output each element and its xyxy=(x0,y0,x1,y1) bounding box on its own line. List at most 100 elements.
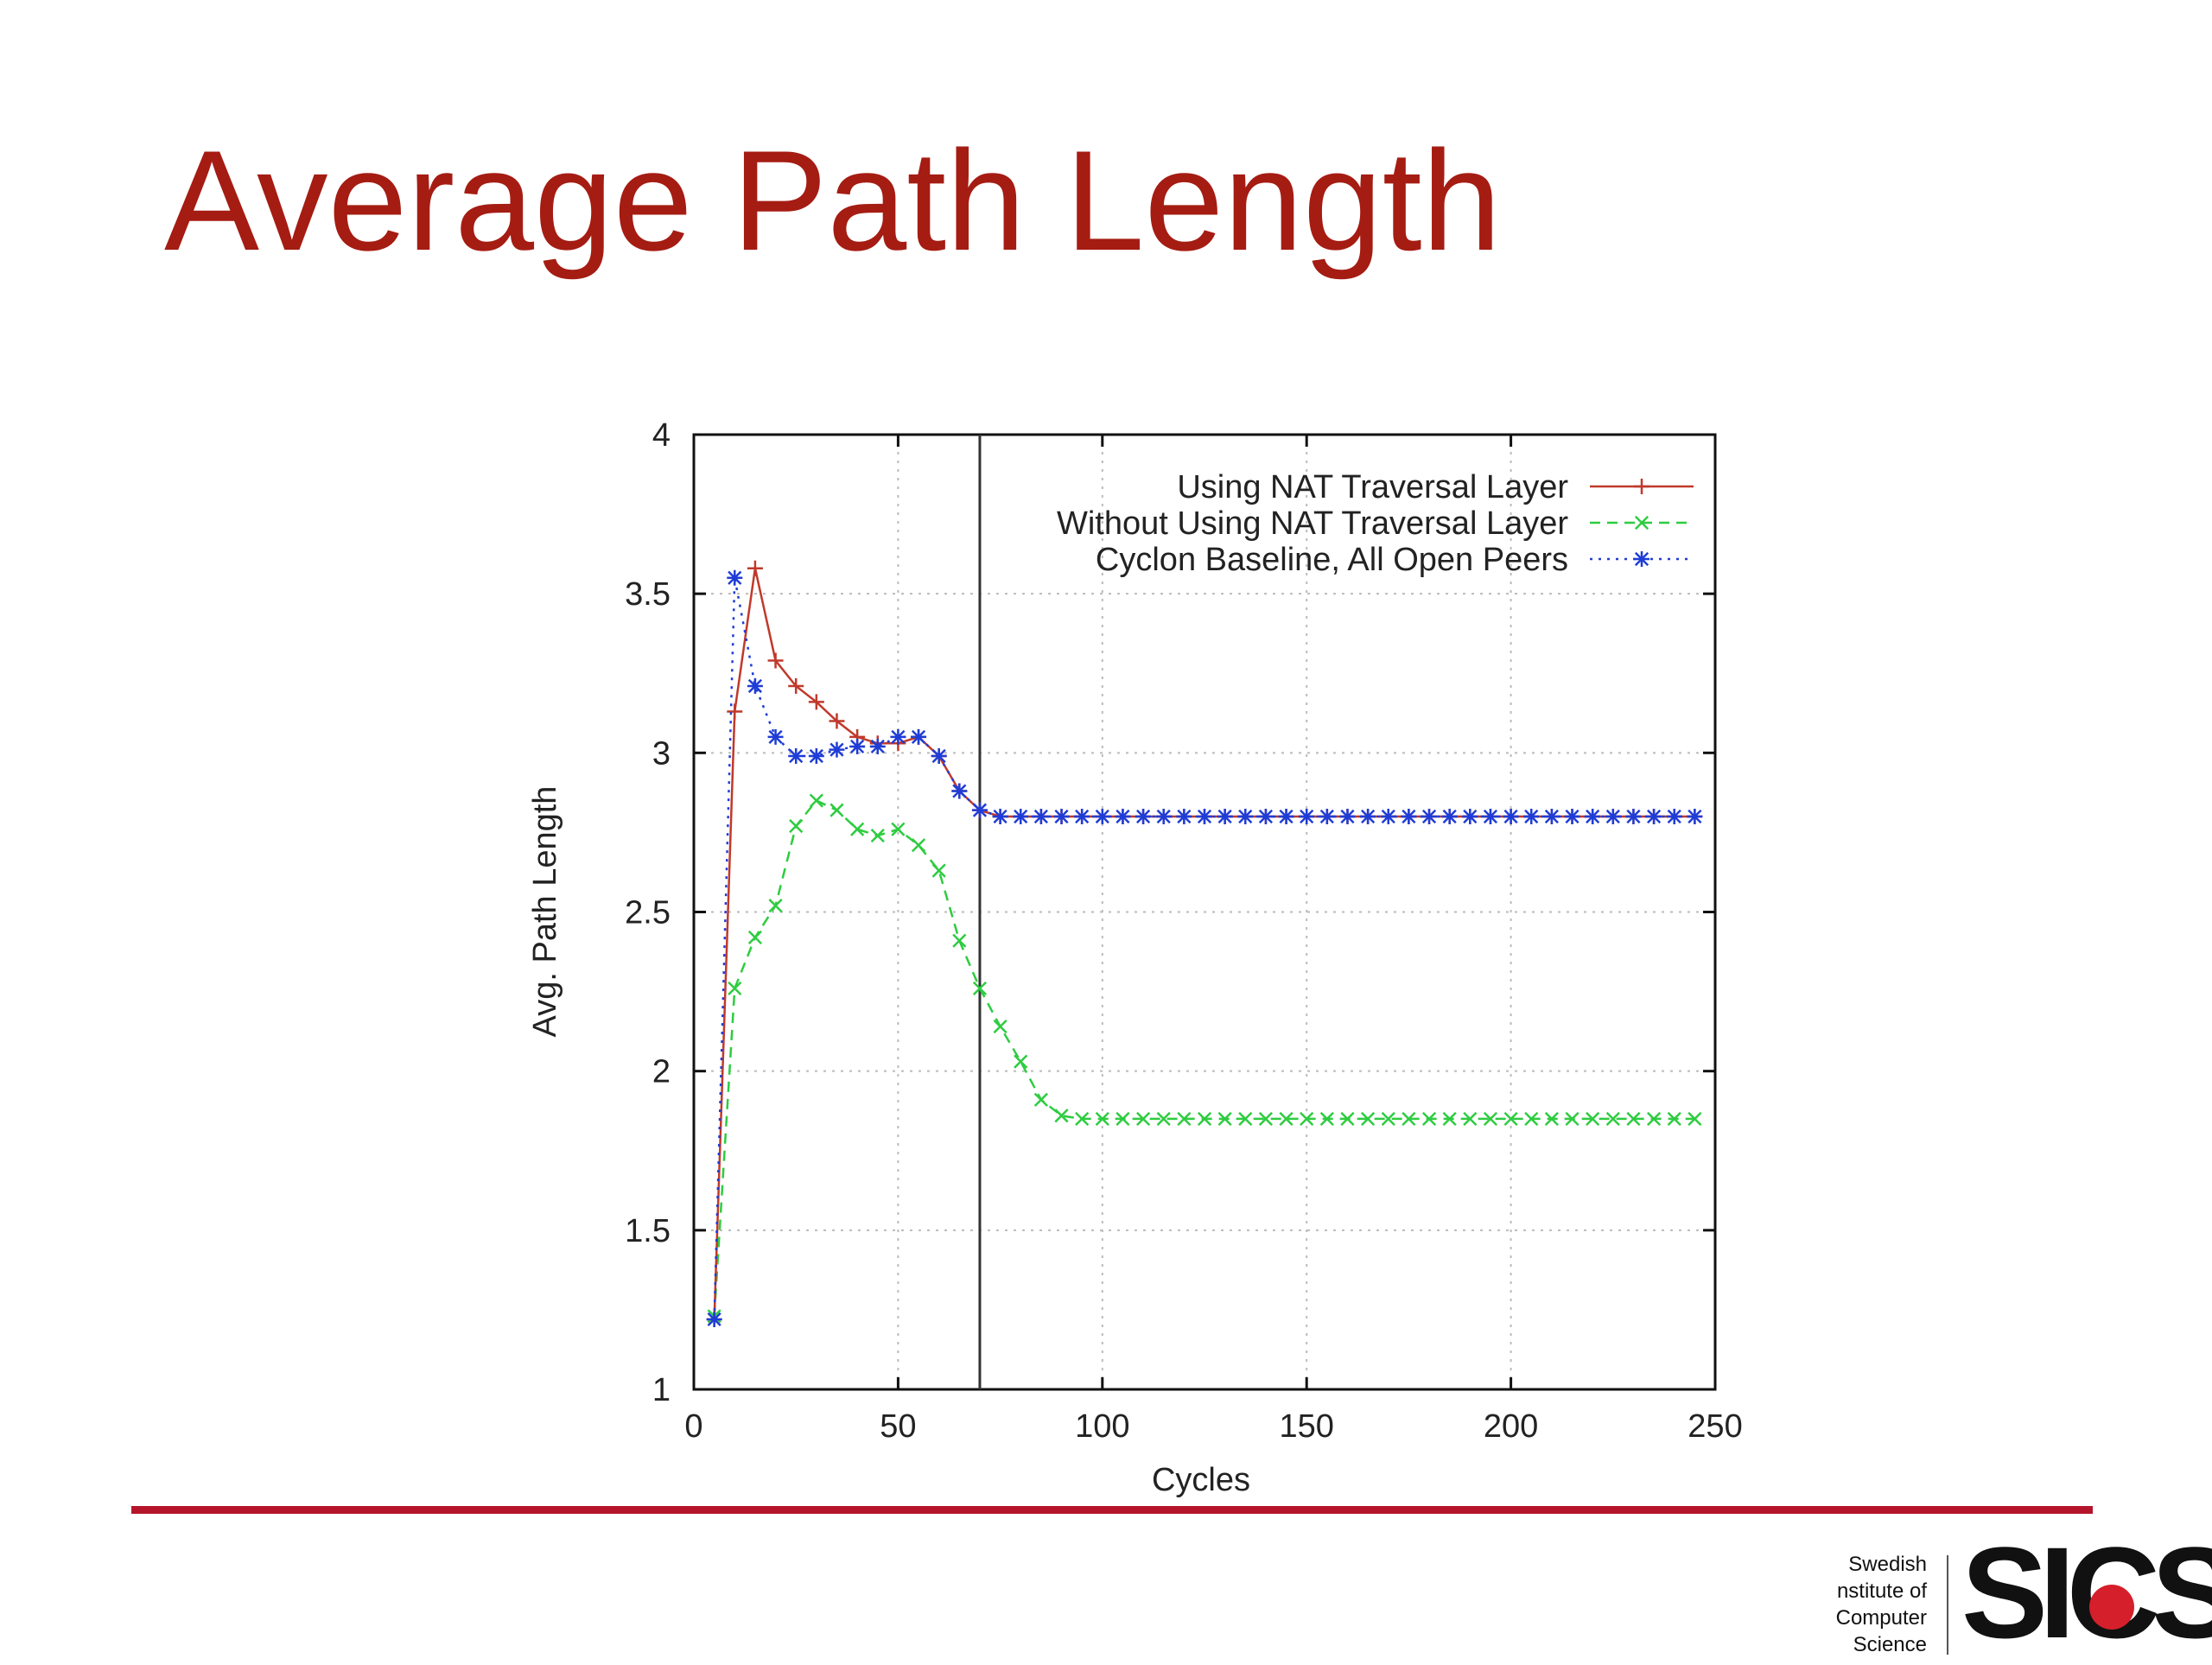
data-point xyxy=(1116,1111,1130,1127)
data-point xyxy=(747,677,763,694)
marker-stroke xyxy=(1116,1111,1130,1127)
data-point xyxy=(1319,1111,1334,1127)
data-point xyxy=(972,981,988,995)
legend-marker xyxy=(1634,551,1649,567)
marker-stroke xyxy=(1319,809,1334,824)
series-2 xyxy=(706,569,1703,1327)
series-1 xyxy=(707,793,1702,1324)
marker-stroke xyxy=(1095,1111,1109,1127)
data-point xyxy=(1300,1111,1314,1127)
marker-stroke xyxy=(1634,551,1649,567)
marker-stroke xyxy=(1135,809,1151,824)
marker-stroke xyxy=(870,829,885,843)
marker-stroke xyxy=(1319,1111,1334,1127)
marker-stroke xyxy=(1634,515,1649,531)
x-tick-label: 0 xyxy=(684,1408,702,1445)
marker-stroke xyxy=(1014,1054,1028,1069)
data-point xyxy=(829,741,845,758)
data-point xyxy=(1299,809,1315,824)
marker-stroke xyxy=(1688,809,1702,824)
marker-stroke xyxy=(1483,809,1498,824)
legend-label: Cyclon Baseline, All Open Peers xyxy=(1096,542,1568,578)
data-point xyxy=(1523,809,1540,824)
y-tick-label: 3.5 xyxy=(625,576,671,613)
marker-stroke xyxy=(1565,809,1580,824)
marker-stroke xyxy=(1442,809,1457,824)
data-point xyxy=(993,1020,1007,1034)
marker-stroke xyxy=(1238,809,1253,824)
marker-stroke xyxy=(789,818,804,834)
marker-stroke xyxy=(1054,1109,1069,1123)
data-point xyxy=(1483,1111,1498,1127)
series-0 xyxy=(706,560,1703,1327)
data-point xyxy=(911,838,926,853)
marker-stroke xyxy=(1402,809,1416,824)
marker-stroke xyxy=(830,742,844,757)
data-point xyxy=(1503,1111,1518,1127)
y-tick-label: 4 xyxy=(652,417,671,454)
marker-stroke xyxy=(1605,809,1620,824)
data-point xyxy=(788,748,804,765)
y-tick-label: 2 xyxy=(652,1054,671,1090)
legend-marker xyxy=(1634,479,1649,494)
marker-stroke xyxy=(1014,809,1028,824)
data-point xyxy=(1279,1111,1294,1127)
marker-stroke xyxy=(1033,1092,1048,1107)
org-line: nstitute of xyxy=(1836,1579,1927,1603)
data-point xyxy=(1115,809,1131,824)
slide-title: Average Path Length xyxy=(164,121,1502,280)
marker-stroke xyxy=(1033,809,1048,824)
data-point xyxy=(767,728,784,745)
marker-stroke xyxy=(1156,1111,1171,1127)
org-line: Swedish xyxy=(1848,1553,1927,1576)
marker-stroke xyxy=(1340,809,1355,824)
marker-stroke xyxy=(1156,809,1171,824)
data-point xyxy=(1074,809,1090,824)
data-point xyxy=(1543,809,1560,824)
marker-stroke xyxy=(830,803,844,817)
data-point xyxy=(767,652,784,669)
data-point xyxy=(768,899,783,913)
data-point xyxy=(1564,809,1580,824)
data-point xyxy=(1014,1054,1028,1069)
marker-stroke xyxy=(1503,809,1518,824)
marker-stroke xyxy=(1626,809,1641,824)
marker-stroke xyxy=(768,729,783,745)
marker-stroke xyxy=(952,784,967,798)
data-point xyxy=(1667,1111,1681,1127)
marker-stroke xyxy=(1279,809,1294,824)
marker-stroke xyxy=(1116,809,1130,824)
data-point xyxy=(727,569,743,586)
marker-stroke xyxy=(911,838,926,853)
data-point xyxy=(1054,1109,1069,1123)
marker-stroke xyxy=(1544,1111,1559,1127)
data-point xyxy=(971,802,988,818)
data-point xyxy=(1565,1111,1580,1127)
marker-stroke xyxy=(1258,809,1274,824)
marker-stroke xyxy=(1217,1111,1232,1127)
data-point xyxy=(1278,809,1294,824)
marker-stroke xyxy=(1177,809,1192,824)
data-point xyxy=(952,933,967,948)
marker-stroke xyxy=(1605,1111,1620,1127)
marker-stroke xyxy=(993,809,1007,824)
marker-stroke xyxy=(728,981,742,995)
y-tick-label: 3 xyxy=(652,735,671,772)
marker-stroke xyxy=(1075,1111,1090,1127)
y-tick-label: 2.5 xyxy=(625,895,671,931)
data-point xyxy=(1177,1111,1192,1127)
marker-stroke xyxy=(870,739,885,754)
x-tick-label: 100 xyxy=(1075,1408,1129,1445)
data-point xyxy=(1503,809,1519,824)
marker-stroke xyxy=(1463,809,1478,824)
marker-stroke xyxy=(1565,1111,1580,1127)
data-point xyxy=(1361,1111,1376,1127)
marker-stroke xyxy=(1503,1111,1518,1127)
marker-stroke xyxy=(1361,1111,1376,1127)
data-point xyxy=(1217,1111,1232,1127)
marker-stroke xyxy=(972,803,988,817)
marker-stroke xyxy=(931,863,946,878)
org-divider xyxy=(1947,1555,1948,1655)
